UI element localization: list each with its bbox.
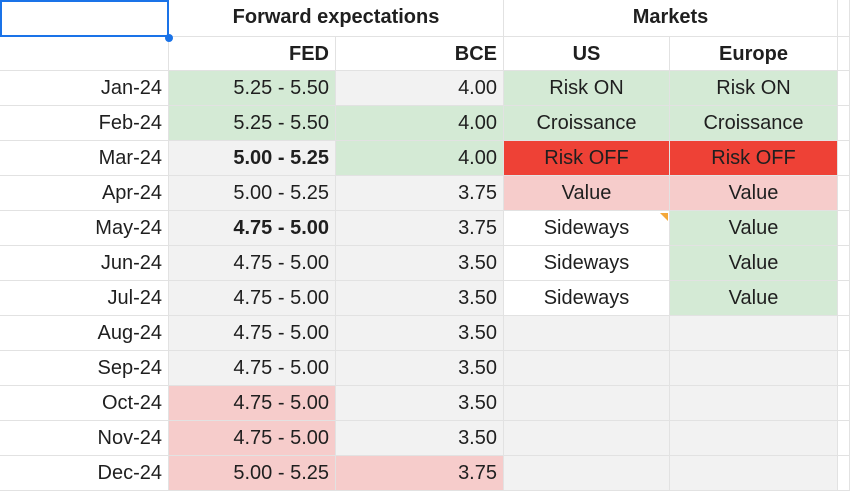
month-cell[interactable]: Aug-24 — [0, 316, 169, 351]
us-cell[interactable]: Sideways — [504, 281, 670, 316]
us-cell[interactable]: Croissance — [504, 106, 670, 141]
cell-a2[interactable] — [0, 37, 169, 71]
europe-cell[interactable]: Value — [670, 211, 838, 246]
fed-cell[interactable]: 4.75 - 5.00 — [169, 316, 336, 351]
blank-cell[interactable] — [838, 211, 850, 246]
europe-cell[interactable] — [670, 421, 838, 456]
blank-cell[interactable] — [838, 246, 850, 281]
bce-cell[interactable]: 3.50 — [336, 351, 504, 386]
bce-cell[interactable]: 4.00 — [336, 141, 504, 176]
us-cell[interactable] — [504, 421, 670, 456]
blank-cell[interactable] — [838, 421, 850, 456]
month-cell[interactable]: Jun-24 — [0, 246, 169, 281]
month-cell[interactable]: Nov-24 — [0, 421, 169, 456]
blank-cell[interactable] — [838, 351, 850, 386]
us-cell[interactable]: Risk OFF — [504, 141, 670, 176]
bce-cell[interactable]: 3.75 — [336, 176, 504, 211]
us-cell[interactable]: Sideways — [504, 246, 670, 281]
header-fed[interactable]: FED — [169, 37, 336, 71]
us-cell[interactable]: Value — [504, 176, 670, 211]
fed-cell[interactable]: 4.75 - 5.00 — [169, 281, 336, 316]
blank-cell[interactable] — [838, 141, 850, 176]
month-cell[interactable]: Apr-24 — [0, 176, 169, 211]
europe-cell[interactable]: Value — [670, 246, 838, 281]
month-cell[interactable]: Sep-24 — [0, 351, 169, 386]
cell-blank-header-extra-2[interactable] — [838, 37, 850, 71]
us-cell[interactable] — [504, 351, 670, 386]
blank-cell[interactable] — [838, 316, 850, 351]
bce-cell[interactable]: 3.75 — [336, 211, 504, 246]
blank-cell[interactable] — [838, 176, 850, 211]
europe-cell[interactable] — [670, 351, 838, 386]
fed-cell[interactable]: 5.00 - 5.25 — [169, 456, 336, 491]
fed-cell[interactable]: 4.75 - 5.00 — [169, 246, 336, 281]
us-cell[interactable] — [504, 316, 670, 351]
fed-cell[interactable]: 4.75 - 5.00 — [169, 421, 336, 456]
header-forward-expectations[interactable]: Forward expectations — [169, 0, 504, 37]
blank-cell[interactable] — [838, 386, 850, 421]
month-cell[interactable]: Jan-24 — [0, 71, 169, 106]
fed-cell[interactable]: 5.25 - 5.50 — [169, 106, 336, 141]
bce-cell[interactable]: 3.50 — [336, 386, 504, 421]
bce-cell[interactable]: 3.75 — [336, 456, 504, 491]
month-cell[interactable]: Oct-24 — [0, 386, 169, 421]
europe-cell[interactable] — [670, 456, 838, 491]
fill-handle[interactable] — [165, 34, 173, 42]
bce-cell[interactable]: 4.00 — [336, 106, 504, 141]
fed-cell[interactable]: 5.25 - 5.50 — [169, 71, 336, 106]
fed-cell[interactable]: 4.75 - 5.00 — [169, 386, 336, 421]
bce-cell[interactable]: 4.00 — [336, 71, 504, 106]
header-us[interactable]: US — [504, 37, 670, 71]
europe-cell[interactable]: Value — [670, 176, 838, 211]
fed-cell[interactable]: 5.00 - 5.25 — [169, 141, 336, 176]
blank-cell[interactable] — [838, 106, 850, 141]
header-markets[interactable]: Markets — [504, 0, 838, 37]
selected-cell-outline — [0, 0, 169, 37]
europe-cell[interactable] — [670, 386, 838, 421]
europe-cell[interactable]: Risk OFF — [670, 141, 838, 176]
bce-cell[interactable]: 3.50 — [336, 316, 504, 351]
fed-cell[interactable]: 4.75 - 5.00 — [169, 351, 336, 386]
us-cell[interactable] — [504, 386, 670, 421]
blank-cell[interactable] — [838, 281, 850, 316]
fed-cell[interactable]: 5.00 - 5.25 — [169, 176, 336, 211]
header-bce[interactable]: BCE — [336, 37, 504, 71]
europe-cell[interactable] — [670, 316, 838, 351]
cell-a1[interactable] — [0, 0, 169, 37]
fed-cell[interactable]: 4.75 - 5.00 — [169, 211, 336, 246]
us-cell[interactable]: Sideways — [504, 211, 670, 246]
bce-cell[interactable]: 3.50 — [336, 246, 504, 281]
month-cell[interactable]: Jul-24 — [0, 281, 169, 316]
europe-cell[interactable]: Value — [670, 281, 838, 316]
comment-marker-icon[interactable] — [660, 213, 668, 221]
europe-cell[interactable]: Risk ON — [670, 71, 838, 106]
bce-cell[interactable]: 3.50 — [336, 281, 504, 316]
cell-blank-header-extra[interactable] — [838, 0, 850, 37]
bce-cell[interactable]: 3.50 — [336, 421, 504, 456]
month-cell[interactable]: May-24 — [0, 211, 169, 246]
month-cell[interactable]: Mar-24 — [0, 141, 169, 176]
month-cell[interactable]: Dec-24 — [0, 456, 169, 491]
us-cell[interactable] — [504, 456, 670, 491]
blank-cell[interactable] — [838, 456, 850, 491]
header-europe[interactable]: Europe — [670, 37, 838, 71]
blank-cell[interactable] — [838, 71, 850, 106]
europe-cell[interactable]: Croissance — [670, 106, 838, 141]
month-cell[interactable]: Feb-24 — [0, 106, 169, 141]
us-cell[interactable]: Risk ON — [504, 71, 670, 106]
